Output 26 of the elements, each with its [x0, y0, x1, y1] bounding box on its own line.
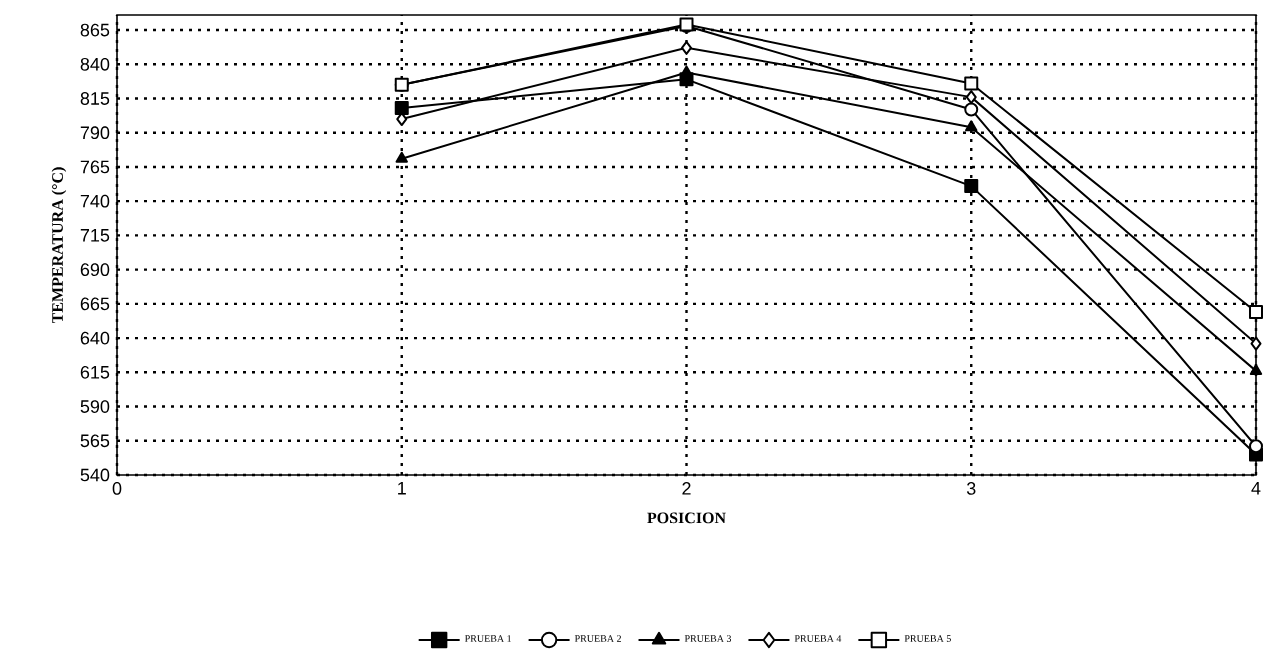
x-axis-title: POSICION — [647, 512, 726, 524]
legend-label: PRUEBA 2 — [574, 635, 621, 642]
y-tick-label: 590 — [80, 400, 110, 413]
legend-label: PRUEBA 4 — [794, 635, 842, 642]
y-tick-label: 740 — [80, 194, 110, 208]
y-tick-label: 815 — [80, 92, 110, 105]
x-tick-label: 0 — [112, 482, 122, 495]
x-tick-label: 4 — [1251, 482, 1261, 495]
legend-label: PRUEBA 1 — [464, 635, 511, 642]
x-tick-label: 2 — [682, 482, 691, 495]
x-tick-label: 1 — [398, 482, 406, 495]
y-tick-label: 640 — [80, 331, 110, 345]
y-tick-label: 565 — [80, 434, 110, 448]
y-tick-label: 715 — [80, 229, 110, 242]
x-tick-label: 3 — [966, 482, 976, 495]
y-tick-label: 690 — [80, 263, 110, 277]
y-axis-title: TEMPERATURA (°C) — [51, 167, 67, 324]
y-tick-label: 615 — [80, 365, 110, 379]
y-tick-label: 865 — [80, 23, 110, 37]
y-tick-label: 540 — [80, 468, 110, 482]
y-tick-label: 765 — [80, 160, 110, 174]
legend-label: PRUEBA 3 — [684, 635, 732, 642]
y-tick-label: 790 — [80, 126, 110, 140]
y-tick-label: 665 — [80, 297, 110, 311]
legend-label: PRUEBA 5 — [904, 635, 951, 642]
y-tick-label: 840 — [80, 57, 110, 71]
